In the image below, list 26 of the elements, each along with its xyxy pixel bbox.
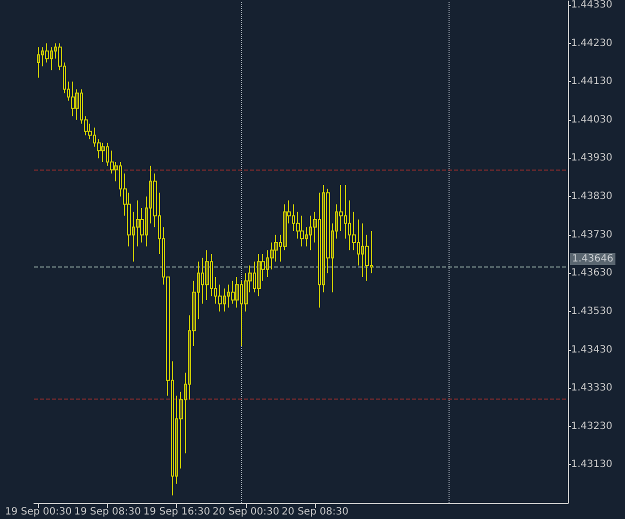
candlestick <box>231 280 235 304</box>
candlestick <box>71 81 75 117</box>
y-tick-label: 1.43430 <box>571 344 612 356</box>
y-tick-label: 1.43230 <box>571 420 612 432</box>
candlestick <box>37 46 40 78</box>
candlestick <box>300 215 304 247</box>
y-tick-label: 1.44230 <box>571 38 612 49</box>
y-tick-label: 1.43830 <box>571 191 612 202</box>
x-tick-label: 20 Sep 00:30 <box>212 506 280 518</box>
ref-line-label: 1.43646 <box>572 254 614 265</box>
y-tick-label: 1.43930 <box>571 152 612 164</box>
y-tick-label: 1.43130 <box>571 459 612 470</box>
x-tick-label: 19 Sep 16:30 <box>143 506 210 518</box>
candlestick <box>257 254 261 297</box>
y-tick-label: 1.43630 <box>571 268 612 279</box>
y-tick-label: 1.43730 <box>571 229 612 240</box>
candlestick <box>205 250 209 300</box>
y-tick-label: 1.44330 <box>571 0 612 10</box>
x-tick-label: 19 Sep 08:30 <box>74 506 141 518</box>
y-tick-label: 1.43530 <box>571 306 612 317</box>
y-tick-label: 1.44030 <box>571 114 612 126</box>
y-tick-label: 1.43330 <box>571 382 612 394</box>
x-tick-label: 20 Sep 08:30 <box>282 506 348 518</box>
candlestick <box>101 142 105 163</box>
y-tick-label: 1.44130 <box>571 76 612 88</box>
x-tick-label: 19 Sep 00:30 <box>4 506 72 518</box>
